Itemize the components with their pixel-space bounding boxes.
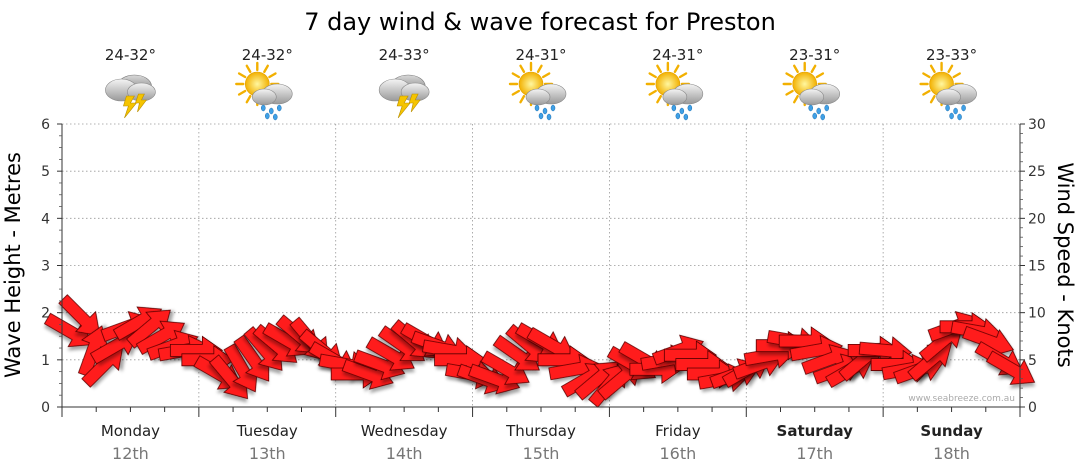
day-temperature: 24-33° (379, 46, 430, 64)
day-name: Tuesday (236, 422, 298, 440)
right-tick-label: 30 (1028, 117, 1046, 133)
wind-arrow (492, 334, 540, 371)
right-tick-label: 25 (1028, 164, 1046, 180)
wind-arrow (58, 294, 101, 337)
axes: 0 1 2 3 4 5 6 0 5 10 15 20 25 30 (41, 117, 1046, 417)
day-date: 12th (112, 444, 149, 463)
right-axis-title: Wind Speed - Knots (1053, 162, 1077, 367)
storm-icon (378, 74, 430, 119)
left-tick-label: 6 (41, 117, 50, 133)
left-tick-label: 1 (41, 353, 50, 369)
day-temperature: 24-31° (652, 46, 703, 64)
right-tick-label: 20 (1028, 211, 1046, 227)
wind-arrow (365, 336, 415, 371)
day-headers: 24-32° 24-32° 24-33° 24-31° 24-31° 23-31° 23-3… (105, 46, 977, 121)
day-name: Wednesday (361, 422, 448, 440)
left-tick-label: 3 (41, 259, 50, 275)
day-temperature: 23-31° (789, 46, 840, 64)
day-temperature: 24-32° (105, 46, 156, 64)
day-name: Monday (101, 422, 160, 440)
right-tick-label: 5 (1028, 353, 1037, 369)
wind-arrow (962, 325, 1015, 357)
sun-rain-icon (782, 61, 841, 121)
sun-rain-icon (508, 61, 567, 121)
sun-rain-icon (645, 61, 704, 121)
sun-rain-icon (919, 61, 977, 121)
wind-arrow (985, 350, 1036, 385)
right-tick-label: 10 (1028, 306, 1046, 322)
day-name: Friday (655, 422, 701, 440)
day-name: Thursday (505, 422, 576, 440)
day-name: Saturday (777, 422, 854, 440)
day-temperature: 23-33° (926, 46, 977, 64)
day-temperature: 24-32° (242, 46, 293, 64)
sun-rain-icon (235, 61, 293, 121)
day-name: Sunday (920, 422, 983, 440)
day-labels: Monday 12th Tuesday 13th Wednesday 14th Thursd… (101, 422, 983, 463)
day-date: 16th (659, 444, 696, 463)
day-date: 13th (249, 444, 286, 463)
day-date: 18th (933, 444, 970, 463)
chart-title: 7 day wind & wave forecast for Preston (304, 8, 776, 36)
wind-arrows (43, 294, 1036, 408)
left-tick-label: 5 (41, 164, 50, 180)
credit-text: www.seabreeze.com.au (908, 394, 1015, 404)
left-tick-label: 0 (41, 400, 50, 416)
wind-arrow (480, 350, 530, 385)
day-temperature: 24-31° (515, 46, 566, 64)
day-date: 15th (523, 444, 560, 463)
left-tick-label: 4 (41, 211, 50, 227)
storm-icon (105, 74, 156, 119)
left-tick-label: 2 (41, 306, 50, 322)
right-tick-label: 0 (1028, 400, 1037, 416)
right-tick-label: 15 (1028, 259, 1046, 275)
day-date: 17th (796, 444, 833, 463)
grid-lines (62, 123, 1020, 407)
left-axis-title: Wave Height - Metres (1, 152, 25, 378)
day-date: 14th (386, 444, 423, 463)
